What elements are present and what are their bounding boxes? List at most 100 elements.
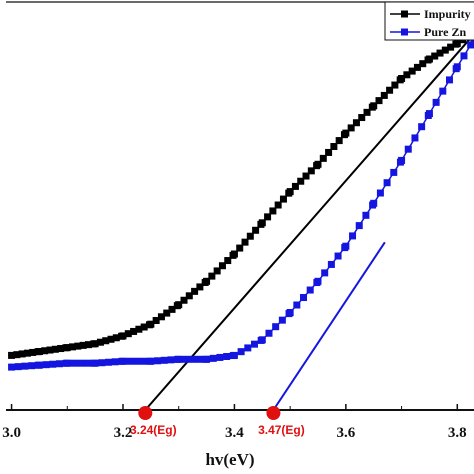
data-point xyxy=(252,226,260,234)
data-point xyxy=(411,134,419,142)
data-point xyxy=(278,316,286,324)
legend-label: Impurity xyxy=(424,7,471,21)
data-point xyxy=(188,355,196,363)
data-point xyxy=(213,267,221,275)
data-point xyxy=(209,354,217,362)
data-point xyxy=(195,355,203,363)
data-point xyxy=(274,201,282,209)
data-point xyxy=(441,46,449,54)
data-point xyxy=(63,344,71,352)
eg-label-2: 3.47(Eg) xyxy=(258,423,305,437)
data-point xyxy=(246,232,254,240)
data-point xyxy=(447,43,455,51)
data-point xyxy=(8,351,16,359)
data-point xyxy=(13,351,21,359)
data-point xyxy=(383,179,391,187)
legend-marker xyxy=(401,10,408,18)
data-point xyxy=(314,277,322,285)
data-point xyxy=(250,340,258,348)
data-point xyxy=(55,360,63,368)
data-point xyxy=(130,327,138,335)
data-point xyxy=(408,67,416,75)
data-point xyxy=(352,119,360,127)
x-ticks: 3.0 3.2 3.4 3.6 3.8 xyxy=(2,404,467,441)
data-point xyxy=(139,357,147,365)
data-point xyxy=(358,114,366,122)
data-point xyxy=(111,358,119,366)
data-point xyxy=(237,348,245,356)
data-point xyxy=(370,199,378,207)
data-point xyxy=(181,355,189,363)
data-point xyxy=(203,355,211,363)
data-point xyxy=(41,347,49,355)
x-tick-label: 3.2 xyxy=(114,425,133,441)
data-point xyxy=(453,39,461,47)
x-tick-label: 3.0 xyxy=(2,425,21,441)
data-point xyxy=(419,60,427,68)
tangent-line-1 xyxy=(144,32,474,411)
data-point xyxy=(223,352,231,360)
eg-marker-2 xyxy=(266,406,281,420)
data-point xyxy=(175,301,183,309)
data-point xyxy=(241,238,249,246)
data-point xyxy=(467,41,474,49)
data-point xyxy=(132,357,140,365)
data-point xyxy=(264,213,272,221)
data-point xyxy=(185,292,193,300)
data-point xyxy=(403,71,411,79)
data-point xyxy=(23,349,31,357)
data-point xyxy=(279,195,287,203)
data-point xyxy=(398,75,406,82)
data-point xyxy=(51,345,59,353)
data-point xyxy=(152,316,160,324)
tangent-lines xyxy=(144,32,474,411)
data-point xyxy=(418,123,426,131)
legend-box xyxy=(384,1,474,41)
data-point xyxy=(330,143,338,151)
data-point xyxy=(386,86,394,94)
data-point xyxy=(70,359,78,367)
data-point xyxy=(203,277,211,285)
data-point xyxy=(236,244,244,252)
data-point xyxy=(83,359,91,367)
data-point xyxy=(307,167,315,175)
data-point xyxy=(398,156,406,164)
data-point xyxy=(293,301,301,309)
data-point xyxy=(119,332,127,340)
data-point xyxy=(404,145,412,153)
eg-marker-1 xyxy=(138,406,153,420)
data-point xyxy=(102,337,110,345)
data-point xyxy=(160,356,168,364)
series-1 xyxy=(8,28,474,359)
data-point xyxy=(375,97,383,105)
data-point xyxy=(334,252,342,260)
data-point xyxy=(265,329,273,337)
data-point xyxy=(49,360,57,368)
data-point xyxy=(42,361,50,369)
data-point xyxy=(286,188,294,196)
eg-annotations: 3.24(Eg) 3.47(Eg) xyxy=(130,406,305,437)
data-point xyxy=(319,154,327,162)
data-point xyxy=(306,286,314,294)
data-point xyxy=(445,76,453,84)
data-point xyxy=(168,305,176,313)
data-point xyxy=(135,325,143,333)
x-tick-label: 3.4 xyxy=(225,425,244,441)
data-point xyxy=(327,260,335,268)
data-point xyxy=(124,330,132,338)
data-point xyxy=(107,335,115,343)
data-point xyxy=(362,211,370,219)
data-point xyxy=(244,344,252,352)
data-point xyxy=(57,345,65,353)
data-point xyxy=(431,52,439,60)
data-point xyxy=(8,363,16,371)
data-point xyxy=(314,160,322,168)
data-point xyxy=(147,320,155,328)
data-point xyxy=(79,341,87,349)
data-point xyxy=(291,182,299,190)
data-point xyxy=(269,207,277,215)
data-point xyxy=(163,309,171,317)
data-point xyxy=(376,189,384,197)
data-point xyxy=(460,52,468,60)
data-point xyxy=(347,124,355,132)
